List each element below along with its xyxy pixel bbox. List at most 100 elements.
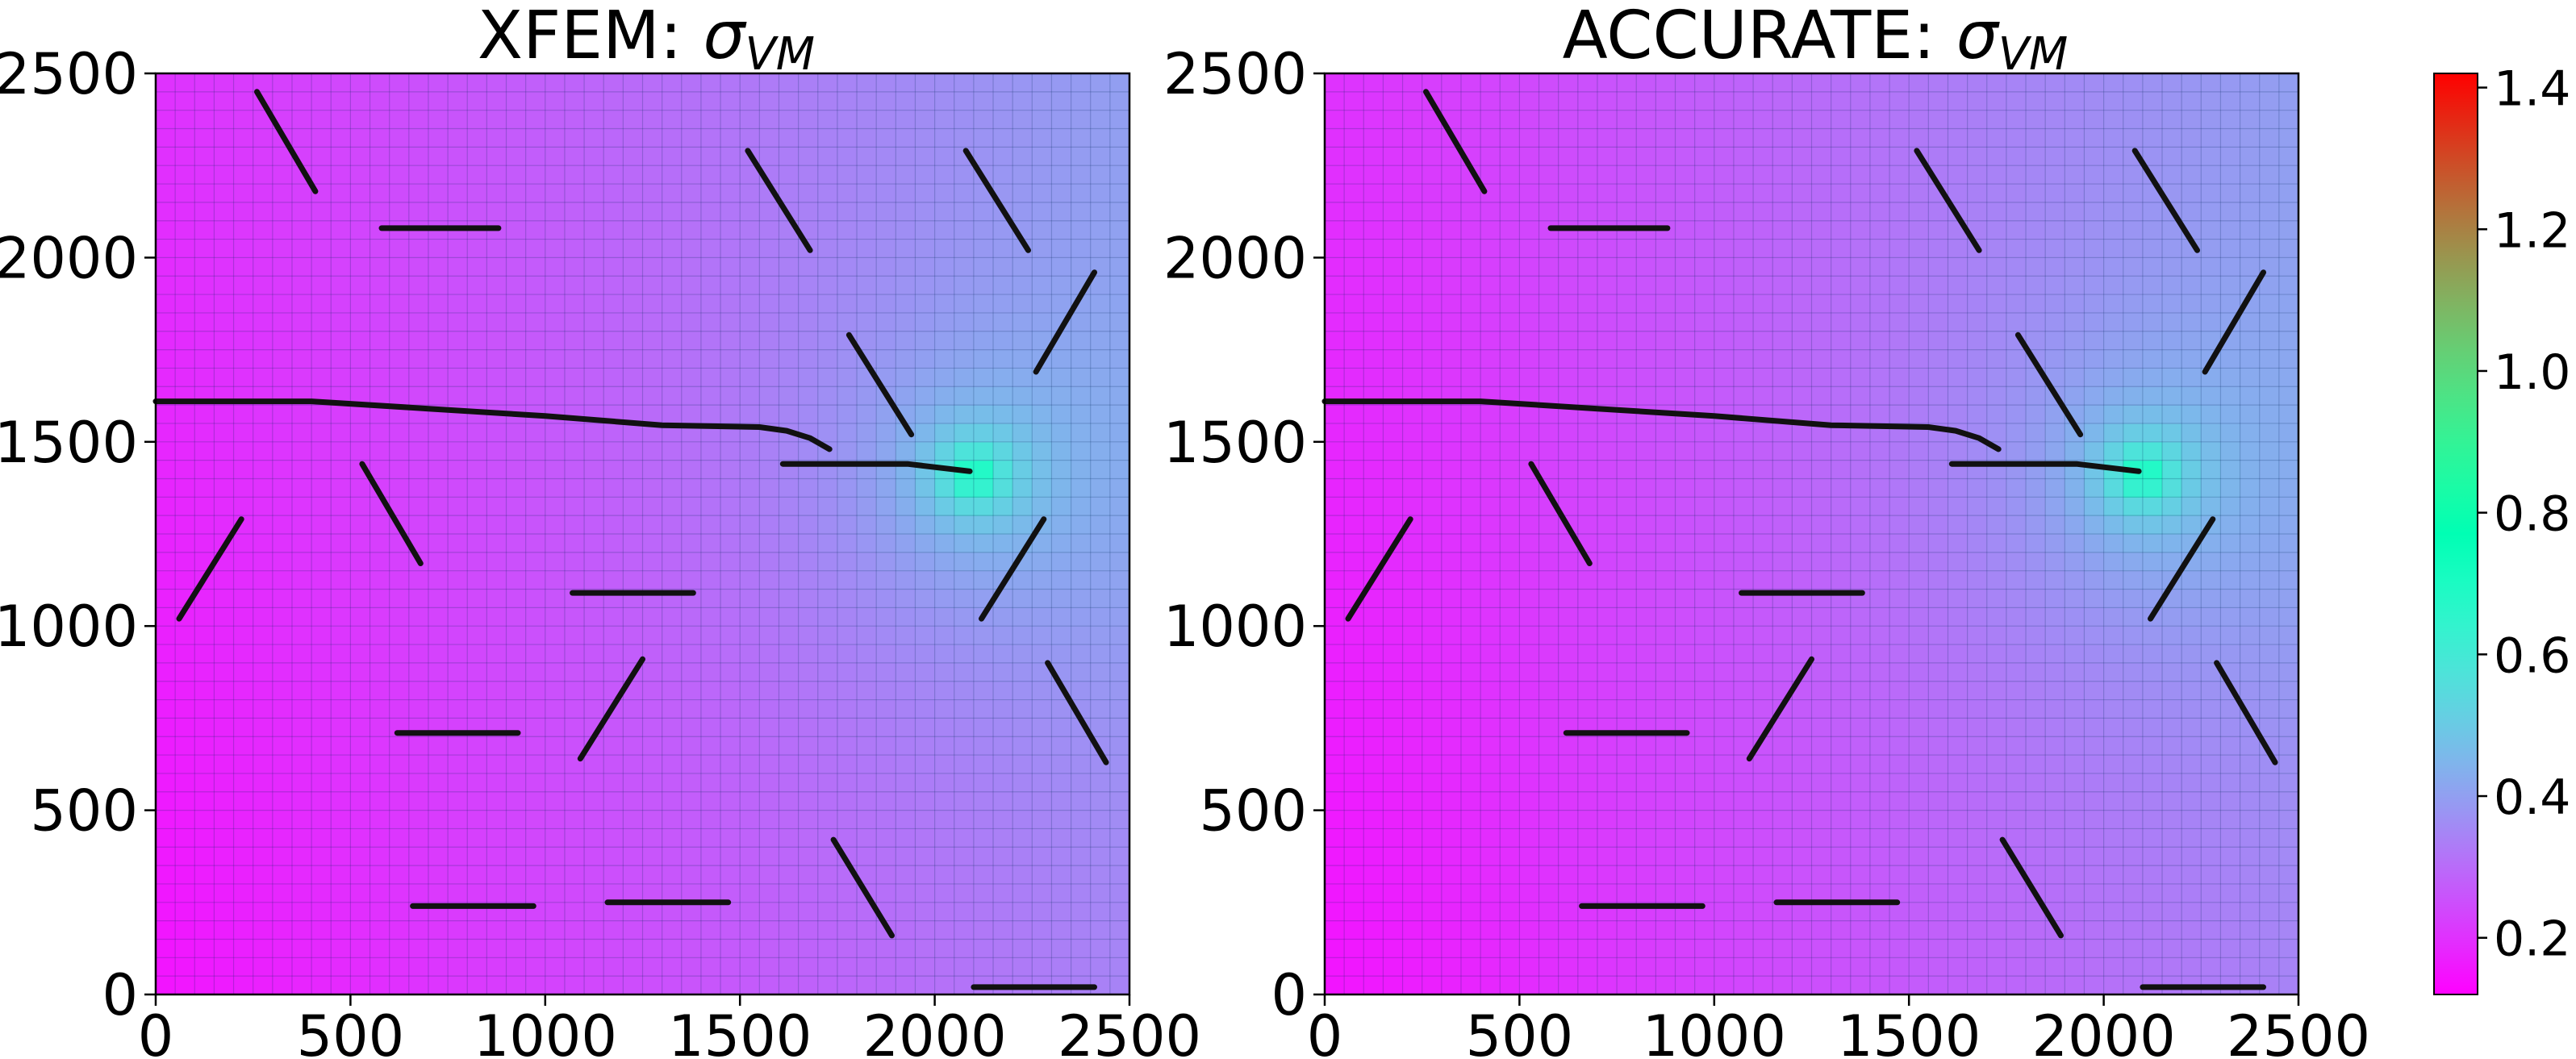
heatmap-cell [369,644,390,664]
heatmap-cell [486,552,507,572]
heatmap-cell [2201,312,2222,332]
heatmap-cell [428,202,449,222]
heatmap-cell [1480,478,1501,498]
heatmap-cell [2123,681,2144,701]
heatmap-cell [798,755,819,774]
heatmap-cell [389,957,410,977]
heatmap-cell [2084,828,2105,848]
heatmap-cell [1869,791,1890,811]
heatmap-cell [1558,165,1579,185]
heatmap-cell [194,405,215,424]
heatmap-cell [194,276,215,295]
heatmap-cell [1519,184,1540,203]
heatmap-cell [1772,534,1793,553]
heatmap-cell [1441,920,1462,940]
heatmap-cell [1363,405,1384,424]
heatmap-cell [1753,423,1773,443]
heatmap-cell [876,110,896,130]
heatmap-cell [1422,257,1442,277]
heatmap-cell [2045,810,2065,830]
heatmap-cell [525,239,546,258]
heatmap-cell [1675,110,1696,130]
heatmap-cell [1519,791,1540,811]
heatmap-cell [1344,718,1364,737]
heatmap-cell [2026,478,2046,498]
heatmap-cell [681,349,702,369]
heatmap-cell [389,312,410,332]
heatmap-cell [1402,902,1423,922]
heatmap-cell [798,368,819,387]
heatmap-cell [837,441,858,461]
heatmap-cell [934,276,955,295]
heatmap-cell [2123,883,2144,903]
heatmap-cell [1422,423,1442,443]
heatmap-cell [954,570,975,590]
heatmap-cell [1909,441,1929,461]
heatmap-cell [486,478,507,498]
heatmap-cell [2103,294,2124,314]
stress-field [1325,73,2299,995]
heatmap-cell [1032,626,1053,645]
heatmap-cell [700,810,721,830]
heatmap-cell [1422,478,1442,498]
heatmap-cell [2026,110,2046,130]
heatmap-cell [681,773,702,793]
heatmap-cell [545,939,566,958]
heatmap-cell [428,368,449,387]
heatmap-cell [291,331,312,351]
heatmap-cell [1986,349,2007,369]
heatmap-cell [1402,276,1423,295]
heatmap-cell [1402,791,1423,811]
heatmap-cell [1383,644,1404,664]
heatmap-cell [1714,441,1735,461]
heatmap-cell [1694,534,1715,553]
heatmap-cell [1071,773,1092,793]
heatmap-cell [837,810,858,830]
heatmap-cell [467,534,487,553]
heatmap-cell [623,202,644,222]
heatmap-cell [525,220,546,240]
heatmap-cell [214,73,235,93]
heatmap-cell [1636,110,1656,130]
heatmap-cell [1928,147,1949,166]
heatmap-cell [1441,349,1462,369]
heatmap-cell [700,91,721,111]
heatmap-cell [857,534,877,553]
heatmap-cell [2162,239,2182,258]
heatmap-cell [642,957,663,977]
heatmap-cell [253,865,273,885]
heatmap-cell [1519,847,1540,866]
heatmap-cell [2065,423,2085,443]
heatmap-cell [1948,405,1969,424]
heatmap-cell [798,589,819,608]
heatmap-cell [1480,736,1501,756]
heatmap-cell [954,441,975,461]
heatmap-cell [2220,441,2241,461]
heatmap-cell [1831,257,1852,277]
heatmap-cell [311,368,332,387]
heatmap-cell [876,847,896,866]
heatmap-cell [272,976,293,995]
heatmap-cell [2006,368,2027,387]
heatmap-cell [1032,939,1053,958]
heatmap-cell [2065,939,2085,958]
heatmap-cell [331,662,351,682]
heatmap-cell [1071,202,1092,222]
heatmap-cell [1928,699,1949,719]
heatmap-cell [1344,202,1364,222]
heatmap-cell [175,976,195,995]
heatmap-cell [720,976,741,995]
heatmap-cell [817,515,838,535]
heatmap-cell [857,920,877,940]
heatmap-cell [779,607,800,627]
xfem-plot-area [152,73,1130,995]
heatmap-cell [311,626,332,645]
heatmap-cell [525,810,546,830]
heatmap-cell [876,497,896,516]
heatmap-cell [291,128,312,148]
heatmap-cell [798,386,819,406]
heatmap-cell [623,902,644,922]
heatmap-cell [2006,791,2027,811]
heatmap-cell [700,773,721,793]
heatmap-cell [311,73,332,93]
